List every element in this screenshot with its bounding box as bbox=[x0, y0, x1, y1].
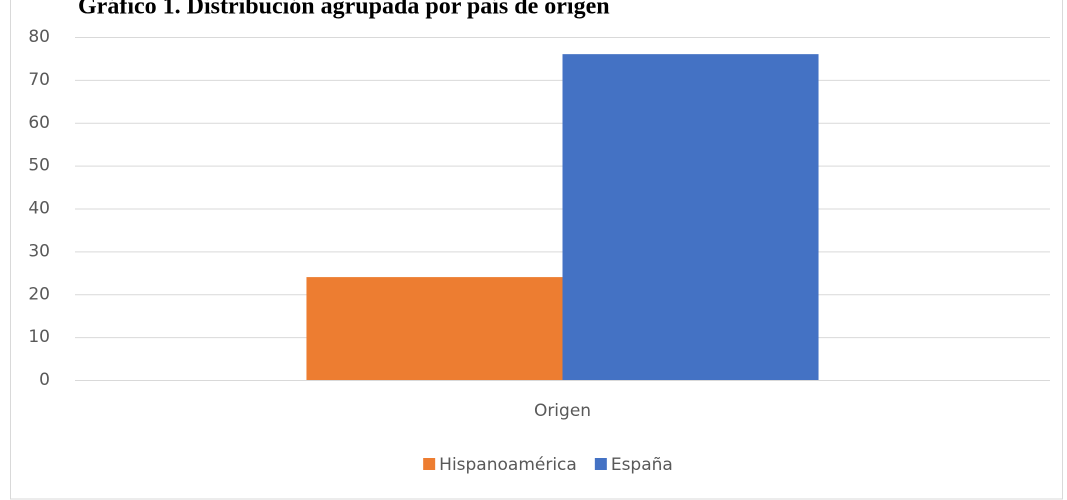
legend-swatch bbox=[594, 458, 607, 470]
legend-label: Hispanoamérica bbox=[439, 455, 577, 475]
y-tick-label: 80 bbox=[28, 27, 50, 47]
y-tick-label: 30 bbox=[28, 241, 50, 261]
chart-frame bbox=[10, 0, 1063, 500]
chart-title: Gráfico 1. Distribución agrupada por paí… bbox=[78, 0, 610, 20]
legend-swatch bbox=[423, 458, 436, 470]
bar bbox=[306, 277, 563, 380]
y-tick-label: 50 bbox=[28, 156, 50, 176]
x-tick-label: Origen bbox=[534, 401, 591, 421]
bar bbox=[562, 54, 819, 381]
y-tick-label: 40 bbox=[28, 199, 50, 219]
y-tick-label: 0 bbox=[39, 370, 50, 390]
y-tick-label: 70 bbox=[28, 70, 50, 90]
legend-label: España bbox=[611, 455, 673, 475]
y-tick-label: 20 bbox=[28, 284, 50, 304]
y-tick-label: 60 bbox=[28, 113, 50, 133]
y-tick-label: 10 bbox=[28, 327, 50, 347]
